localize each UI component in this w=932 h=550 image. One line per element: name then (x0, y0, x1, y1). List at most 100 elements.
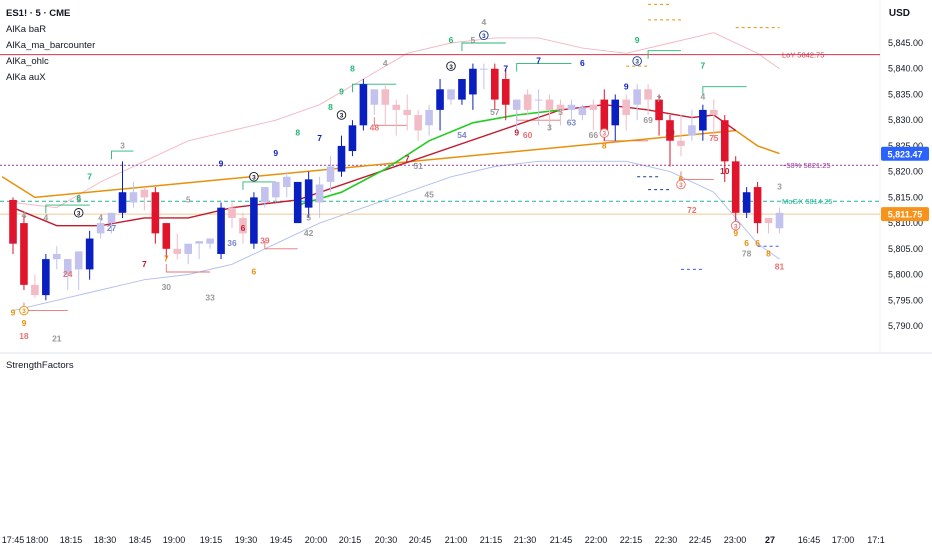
price-tick-label[interactable]: 5,845.00 (888, 38, 923, 48)
candle (436, 79, 444, 131)
bar-count-label: 9 (624, 81, 629, 91)
indicator-name[interactable]: AlKa_ma_barcounter (6, 40, 96, 51)
time-tick-label[interactable]: 21:45 (550, 535, 573, 545)
time-tick-label[interactable]: 20:00 (305, 535, 328, 545)
count-digit: 3 (77, 210, 81, 217)
time-tick-label[interactable]: 21:30 (514, 535, 537, 545)
candle-body (567, 104, 576, 110)
candle (140, 187, 149, 211)
bar-count-label: 60 (523, 130, 533, 140)
bar-count-label: 30 (162, 282, 172, 292)
candle (633, 84, 641, 121)
bar-count-label: 4 (383, 58, 388, 68)
level-label: LoY 5842.75 (782, 51, 824, 60)
candle (710, 99, 718, 141)
candle (118, 161, 127, 218)
candle-body (622, 99, 630, 116)
candle-body (469, 68, 477, 95)
time-tick-label[interactable]: 17:45 (2, 535, 25, 545)
time-tick-label[interactable]: 18:45 (129, 535, 152, 545)
time-tick-label[interactable]: 20:30 (375, 535, 398, 545)
time-tick-label[interactable]: 20:45 (409, 535, 432, 545)
time-tick-label[interactable]: 18:00 (26, 535, 49, 545)
bar-count-label: 78 (742, 249, 752, 259)
symbol-title[interactable]: ES1! · 5 · CME (6, 8, 71, 19)
time-tick-label[interactable]: 21:00 (445, 535, 468, 545)
bar-count-label: 3 (120, 140, 125, 150)
price-tick-label[interactable]: 5,790.00 (888, 321, 923, 331)
indicator-name[interactable]: AlKa_ohlc (6, 56, 49, 67)
candle (20, 215, 28, 290)
time-tick-label[interactable]: 22:00 (585, 535, 608, 545)
candle (688, 109, 696, 141)
count-digit: 3 (449, 64, 453, 71)
price-tick-label[interactable]: 5,835.00 (888, 89, 923, 99)
price-tick-label[interactable]: 5,815.00 (888, 192, 923, 202)
time-tick-label[interactable]: 19:15 (200, 535, 223, 545)
price-tick-label[interactable]: 5,825.00 (888, 141, 923, 151)
time-tick-label[interactable]: 21:15 (480, 535, 503, 545)
bar-count-label: 10 (665, 128, 675, 138)
bar-count-label: 3 (547, 122, 552, 132)
count-digit: 3 (635, 59, 639, 66)
candle (304, 171, 313, 218)
price-tick-label[interactable]: 5,800.00 (888, 270, 923, 280)
bar-count-label: 6 (252, 267, 257, 277)
sub-pane-title[interactable]: StrengthFactors (6, 360, 74, 371)
candle (129, 181, 138, 208)
time-tick-label[interactable]: 23:00 (724, 535, 747, 545)
time-tick-label[interactable]: 19:45 (270, 535, 293, 545)
price-tick-label[interactable]: 5,830.00 (888, 115, 923, 125)
price-tick-label[interactable]: 5,810.00 (888, 218, 923, 228)
indicator-name[interactable]: AlKa baR (6, 24, 47, 35)
time-tick-label[interactable]: 17:00 (832, 535, 855, 545)
time-tick-label[interactable]: 18:30 (94, 535, 117, 545)
time-axis[interactable]: 17:45 18:00 18:15 18:30 18:45 19:00 19:15 19:30… (2, 535, 885, 545)
price-tick-label[interactable]: 5,795.00 (888, 295, 923, 305)
candle-body (447, 89, 455, 100)
price-tags: 5,823.47 5,811.75 (881, 146, 929, 222)
candle-body (633, 89, 641, 105)
indicator-name[interactable]: AlKa auX (6, 72, 46, 83)
candle-body (74, 251, 83, 270)
time-tick-label[interactable]: 16:45 (798, 535, 821, 545)
time-tick-label[interactable]: 22:15 (620, 535, 643, 545)
level-label: ~50% 5821.25 (782, 161, 831, 170)
time-tick-label[interactable]: 20:15 (339, 535, 362, 545)
price-tick-label[interactable]: 5,840.00 (888, 64, 923, 74)
circled-count: 3 (479, 30, 489, 41)
circled-count: 3 (446, 61, 456, 71)
candle-body (9, 199, 17, 244)
time-tick-label[interactable]: 27 (765, 535, 775, 545)
candle-body (304, 179, 313, 208)
price-tag-bg (881, 207, 929, 222)
price-tick-label[interactable]: 5,805.00 (888, 244, 923, 254)
bar-count-label: 9 (733, 228, 738, 238)
price-tag-label: 5,823.47 (887, 149, 922, 159)
candle-body (217, 207, 225, 254)
time-tick-label[interactable]: 17:1 (867, 535, 885, 545)
bar-count-label: 57 (490, 107, 500, 117)
candle (480, 63, 488, 90)
bar-count-label: 75 (709, 133, 719, 143)
time-tick-label[interactable]: 22:30 (655, 535, 678, 545)
ma-mid-line (12, 103, 737, 227)
step-lines (23, 3, 780, 312)
candle-body (118, 192, 127, 213)
time-tick-label[interactable]: 22:45 (689, 535, 712, 545)
time-tick-label[interactable]: 19:30 (235, 535, 258, 545)
currency-label[interactable]: USD (888, 8, 910, 19)
price-tick-label[interactable]: 5,820.00 (888, 167, 923, 177)
band-lower (12, 160, 780, 312)
step-line (461, 42, 506, 51)
time-tick-label[interactable]: 19:00 (163, 535, 186, 545)
candle-body (611, 99, 620, 126)
candle-body (272, 181, 280, 198)
price-axis[interactable]: 5,790.00 5,795.00 5,800.00 5,805.00 5,810.00… (888, 38, 923, 331)
candle-body (556, 104, 565, 110)
candle-body (173, 248, 182, 254)
time-tick-label[interactable]: 18:15 (60, 535, 83, 545)
candle (578, 104, 587, 121)
bar-count-label: 72 (687, 205, 697, 215)
